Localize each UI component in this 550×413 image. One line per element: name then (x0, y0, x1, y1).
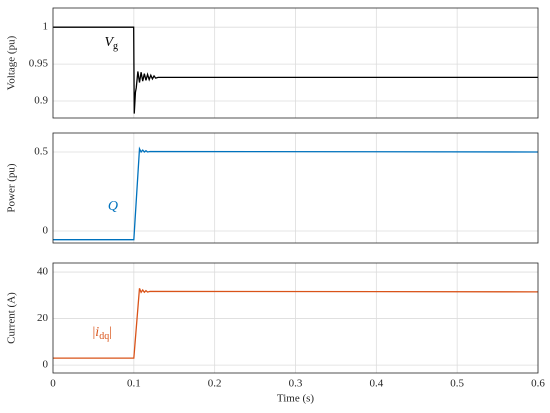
y-tick-label: 1 (43, 21, 49, 33)
annotation-part: | (92, 325, 95, 340)
y-tick-label: 0.9 (34, 95, 48, 107)
annotation: |idq| (92, 325, 112, 342)
x-tick-label: 0.4 (369, 378, 383, 390)
line-series (53, 288, 539, 359)
annotation-part: dq (99, 331, 109, 342)
annotation: Q (108, 199, 118, 214)
annotation-part: Q (108, 199, 118, 214)
plot-frame (52, 7, 539, 119)
x-tick-label: 0.1 (127, 378, 141, 390)
plot-frame (52, 132, 539, 244)
annotation-part: i (95, 325, 99, 340)
annotation-part: | (109, 325, 112, 340)
annotation-part: g (113, 41, 118, 52)
y-tick-label: 20 (37, 312, 49, 324)
line-series (53, 146, 539, 241)
x-tick-label: 0.6 (531, 378, 545, 390)
y-tick-label: 0.95 (29, 58, 49, 70)
y-tick-label: 0 (43, 359, 49, 371)
y-axis-label: Current (A) (6, 292, 18, 344)
x-axis-label: Time (s) (277, 393, 315, 405)
annotation-part: V (104, 35, 114, 50)
y-tick-label: 0 (43, 225, 49, 237)
y-axis-label: Voltage (pu) (6, 35, 18, 90)
x-tick-label: 0.3 (289, 378, 303, 390)
plot-frame (52, 262, 539, 374)
y-tick-label: 40 (37, 266, 49, 278)
y-tick-label: 0.5 (34, 145, 48, 157)
line-series (53, 26, 538, 114)
x-tick-label: 0.2 (208, 378, 222, 390)
y-axis-label: Power (pu) (6, 163, 18, 213)
annotation: Vg (104, 35, 118, 52)
x-tick-label: 0 (50, 378, 56, 390)
x-tick-label: 0.5 (450, 378, 464, 390)
